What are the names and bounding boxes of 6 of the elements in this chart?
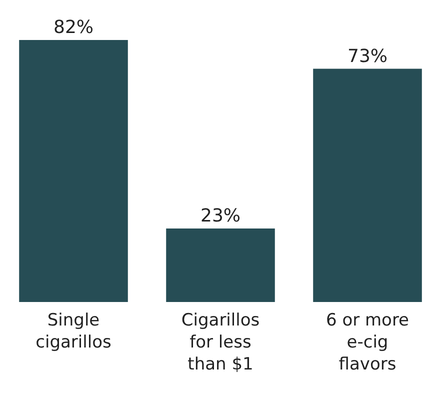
x-tick-label: Single cigarillos xyxy=(36,310,112,352)
data-label: 82% xyxy=(53,17,94,38)
data-label: 23% xyxy=(200,206,241,227)
x-tick-label: Cigarillos for less than $1 xyxy=(181,310,260,374)
data-label: 73% xyxy=(347,46,388,67)
x-tick-label: 6 or more e-cig flavors xyxy=(326,310,410,374)
